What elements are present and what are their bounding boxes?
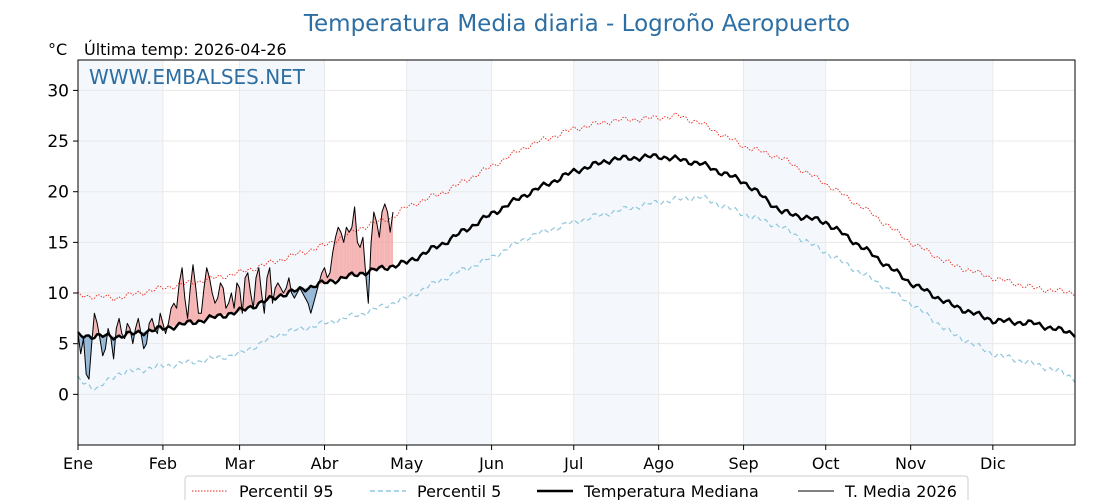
anomaly-fill-warm [171, 303, 174, 327]
anomaly-fill-warm [390, 212, 393, 267]
anomaly-fill-warm [220, 282, 224, 316]
y-tick-label: 20 [47, 183, 69, 203]
anomaly-fill-warm [94, 313, 98, 337]
anomaly-fill-warm [247, 272, 251, 308]
anomaly-fill-warm [225, 303, 229, 315]
series-line-2026 [77, 203, 394, 380]
anomaly-fill-warm [217, 282, 221, 317]
x-tick-label: Abr [311, 454, 339, 473]
series-line-p95 [77, 112, 1076, 302]
y-tick-label: 0 [58, 385, 69, 405]
series-line-median [77, 153, 1076, 341]
x-axis-ticks: Ene Feb Mar Abr May Jun Jul Ago Sep Oct Nov Dic [63, 445, 1006, 473]
anomaly-fill-warm [190, 264, 193, 323]
anomaly-fill-warm [149, 318, 152, 331]
x-tick-label: Ene [63, 454, 93, 473]
y-tick-label: 15 [47, 233, 69, 253]
month-band-mar [239, 60, 325, 445]
anomaly-fill-warm [354, 206, 358, 275]
chart-title: Temperatura Media diaria - Logroño Aerop… [303, 11, 850, 37]
legend-label-p5: Percentil 5 [417, 482, 501, 500]
anomaly-fill-warm [204, 267, 207, 320]
anomaly-fill-warm [275, 282, 278, 298]
legend-label-p95: Percentil 95 [239, 482, 334, 500]
anomaly-fill-warm [179, 267, 183, 325]
anomaly-fill-warm [335, 227, 339, 280]
anomaly-fill-warm [387, 212, 391, 268]
x-tick-label: Mar [225, 454, 256, 473]
x-tick-label: Ago [643, 454, 674, 473]
anomaly-fill-warm [193, 264, 196, 323]
anomaly-fill-warm [340, 232, 344, 279]
y-tick-label: 5 [58, 335, 69, 355]
month-bands [78, 60, 993, 445]
anomaly-fill-warm [371, 212, 374, 271]
site-watermark: WWW.EMBALSES.NET [89, 65, 306, 89]
x-tick-label: Nov [895, 454, 926, 473]
anomaly-fill-warm [349, 227, 352, 277]
anomaly-fill-warm [338, 227, 341, 280]
anomaly-fill-warm [228, 293, 232, 314]
anomaly-fill-warm [236, 282, 240, 312]
anomaly-fill-warm [373, 212, 377, 271]
x-tick-label: Feb [149, 454, 177, 473]
month-band-ene [78, 60, 163, 445]
x-tick-label: Jul [563, 454, 583, 473]
y-tick-label: 10 [47, 284, 69, 304]
legend-box [184, 475, 969, 500]
y-tick-label: 25 [47, 132, 69, 152]
anomaly-fill-warm [379, 212, 382, 269]
anomaly-fill-warm [277, 282, 281, 297]
anomaly-fill-warm [182, 267, 185, 325]
anomaly-fill-warm [245, 272, 248, 310]
last-temp-label: Última temp: 2026-04-26 [84, 40, 287, 59]
x-tick-label: Sep [729, 454, 759, 473]
legend-label-2026: T. Media 2026 [844, 482, 957, 500]
anomaly-fill-warm [384, 203, 388, 268]
x-tick-label: Jun [478, 454, 504, 473]
anomaly-fill-warm [332, 237, 336, 281]
month-band-may [406, 60, 492, 445]
series-line-p5 [77, 194, 1076, 391]
anomaly-fill-cold [86, 335, 89, 380]
anomaly-fill-warm [198, 313, 202, 321]
series-lines [77, 112, 1076, 391]
anomaly-fill-warm [357, 242, 361, 275]
plot-frame [77, 59, 1076, 446]
anomaly-fill-cold [102, 336, 106, 356]
anomaly-fill-warm [206, 267, 210, 320]
month-band-sep [743, 60, 826, 445]
anomaly-fill-warm [116, 318, 120, 337]
anomaly-fill-warm [382, 203, 385, 269]
x-tick-label: Dic [980, 454, 1006, 473]
anomaly-fill-warm [173, 303, 177, 327]
y-axis-ticks: 0 5 10 15 20 25 30 [47, 81, 78, 405]
month-band-jul [573, 60, 659, 445]
month-band-nov [910, 60, 993, 445]
legend: Percentil 95 Percentil 5 Temperatura Med… [184, 475, 969, 500]
x-tick-label: May [390, 454, 423, 473]
legend-label-median: Temperatura Mediana [583, 482, 759, 500]
unit-label: °C [48, 40, 67, 59]
anomaly-fill-cold [308, 286, 311, 314]
anomaly-fill-cold [310, 285, 314, 314]
y-tick-label: 30 [47, 81, 69, 101]
anomaly-fill-warm [212, 293, 215, 318]
anomaly-fill-warm [209, 277, 213, 319]
x-tick-label: Oct [812, 454, 840, 473]
anomaly-fill-warm [346, 227, 350, 278]
